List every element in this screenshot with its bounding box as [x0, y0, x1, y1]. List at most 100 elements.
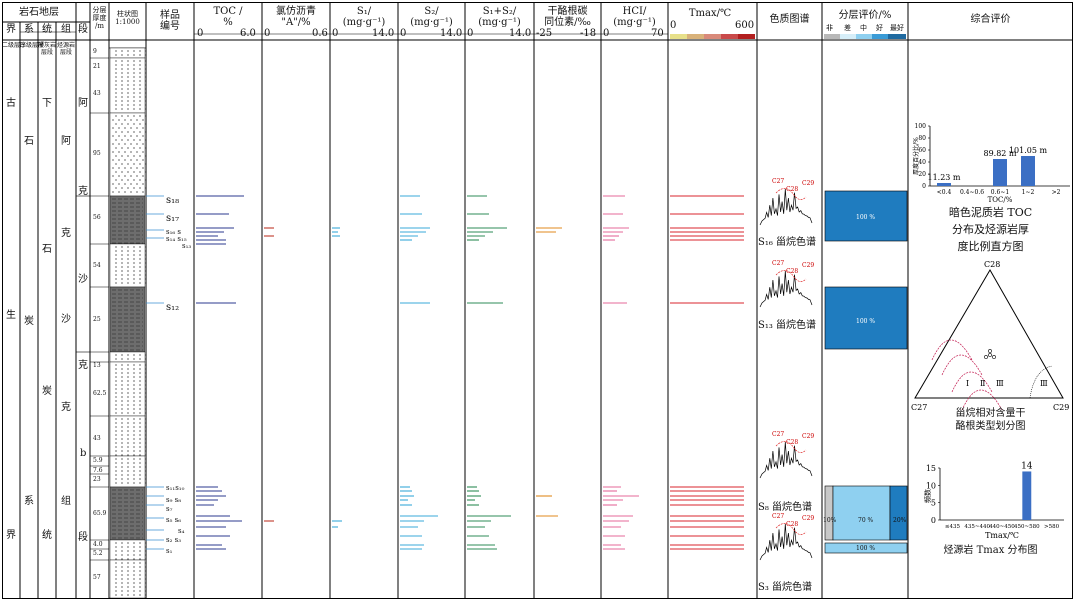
lithology-grain-dot — [115, 254, 117, 256]
lithology-grain-dot — [121, 478, 123, 480]
lithology-grain-dot — [145, 400, 147, 402]
lithology-grain-dot — [133, 282, 135, 284]
lithology-grain-dot — [133, 80, 135, 82]
lithology-grain-dot — [139, 123, 141, 125]
hc-max: -18 — [580, 28, 597, 39]
lithology-grain-dot — [145, 139, 147, 141]
lithology-grain-dot — [112, 135, 114, 137]
lithology-grain-dot — [145, 282, 147, 284]
lithology-grain-dot — [133, 554, 135, 556]
lithology-grain-dot — [139, 376, 141, 378]
lithology-grain-dot — [124, 119, 126, 121]
lithology-grain-dot — [115, 364, 117, 366]
lithology-grain-dot — [115, 376, 117, 378]
sample-label-s4: s₄ — [178, 527, 185, 535]
lithology-grain-dot — [145, 131, 147, 133]
lithology-grain-dot — [118, 143, 120, 145]
lithology-grain-dot — [145, 88, 147, 90]
chromatogram-peak-curve — [775, 441, 807, 453]
lithology-grain-dot — [115, 115, 117, 117]
lithology-grain-dot — [142, 183, 144, 185]
lithology-grain-dot — [115, 139, 117, 141]
lithology-grain-dot — [127, 482, 129, 484]
lithology-grain-dot — [139, 179, 141, 181]
lithology-grain-dot — [133, 115, 135, 117]
lithology-grain-dot — [145, 171, 147, 173]
lithology-grain-dot — [127, 594, 129, 596]
lithology-grain-dot — [145, 262, 147, 264]
lithology-grain-dot — [127, 163, 129, 165]
lithology-grain-dot — [121, 258, 123, 260]
header-xi: 系 — [24, 24, 34, 35]
ternary-caption-2: 酪根类型划分图 — [955, 421, 1026, 432]
lithology-grain-dot — [115, 422, 117, 424]
toc-chart-caption-1: 暗色泥质岩 TOC — [948, 206, 1033, 219]
lithology-grain-dot — [139, 155, 141, 157]
lithology-grain-dot — [121, 163, 123, 165]
lithology-grain-dot — [139, 546, 141, 548]
sample-label-s14: s₁₄ s₁₅ — [166, 235, 187, 243]
lithology-grain-dot — [145, 384, 147, 386]
lithology-grain-dot — [127, 562, 129, 564]
thickness-5: 56 — [93, 214, 101, 221]
lithology-grain-dot — [145, 434, 147, 436]
lithology-grain-dot — [115, 542, 117, 544]
lithology-grain-dot — [145, 554, 147, 556]
lithology-grain-dot — [133, 108, 135, 110]
lithology-grain-dot — [145, 466, 147, 468]
lithology-grain-dot — [121, 380, 123, 382]
lithology-grain-dot — [136, 159, 138, 161]
header-s2: S₂/ (mg·g⁻¹) — [410, 6, 453, 28]
tmax-hist-xlabel: Tmax/℃ — [985, 531, 1019, 540]
sample-label-s13: s₁₃ — [182, 242, 192, 250]
thickness-3: 43 — [93, 90, 101, 97]
lithology-grain-dot — [121, 446, 123, 448]
lithology-column — [108, 47, 147, 599]
lithology-grain-dot — [133, 250, 135, 252]
lithology-grain-dot — [115, 278, 117, 280]
lithology-grain-dot — [127, 100, 129, 102]
s2-min: 0 — [400, 28, 407, 39]
lithology-grain-dot — [121, 594, 123, 596]
lithology-grain-dot — [139, 574, 141, 576]
ternary-zone-curve — [941, 354, 983, 376]
lithology-grain-dot — [133, 482, 135, 484]
chromatogram-label-s16: S₁₆ 甾烷色谱 — [758, 237, 817, 248]
lithology-grain-dot — [133, 131, 135, 133]
lithology-grain-dot — [139, 282, 141, 284]
lithology-grain-dot — [133, 100, 135, 102]
lithology-grain-dot — [121, 392, 123, 394]
lithology-band-9 — [109, 415, 146, 457]
toc-max: 6.0 — [240, 28, 256, 39]
lithology-grain-dot — [145, 478, 147, 480]
lithology-grain-dot — [133, 358, 135, 360]
strat-header: 岩石地层 — [19, 7, 59, 18]
lithology-grain-dot — [127, 396, 129, 398]
lithology-grain-dot — [133, 92, 135, 94]
lithology-grain-dot — [139, 450, 141, 452]
lithology-grain-dot — [115, 396, 117, 398]
lithology-grain-dot — [121, 430, 123, 432]
eval-box-4 — [824, 542, 908, 554]
lithology-grain-dot — [133, 470, 135, 472]
tmax-min: 0 — [670, 20, 677, 31]
lithology-grain-dot — [127, 574, 129, 576]
header-chromatogram: 色质图谱 — [769, 14, 810, 25]
lithology-grain-dot — [133, 266, 135, 268]
eval-box2-text: 100 % — [856, 318, 876, 325]
lithology-grain-dot — [145, 586, 147, 588]
lithology-grain-dot — [127, 60, 129, 62]
lithology-grain-dot — [121, 470, 123, 472]
tmax-chart-caption: 烃源岩 Tmax 分布图 — [943, 545, 1038, 556]
lithology-grain-dot — [115, 418, 117, 420]
lithology-grain-dot — [127, 422, 129, 424]
chromatogram-peak-label: C29 — [802, 262, 814, 269]
lithology-grain-dot — [139, 558, 141, 560]
toc-hist-ytick-label: 0 — [922, 183, 926, 190]
toc-hist-annotation: 11.23 m — [927, 173, 960, 182]
lithology-grain-dot — [139, 64, 141, 66]
lithology-grain-dot — [139, 590, 141, 592]
lithology-grain-dot — [127, 187, 129, 189]
lithology-grain-dot — [142, 191, 144, 193]
lithology-grain-dot — [127, 274, 129, 276]
